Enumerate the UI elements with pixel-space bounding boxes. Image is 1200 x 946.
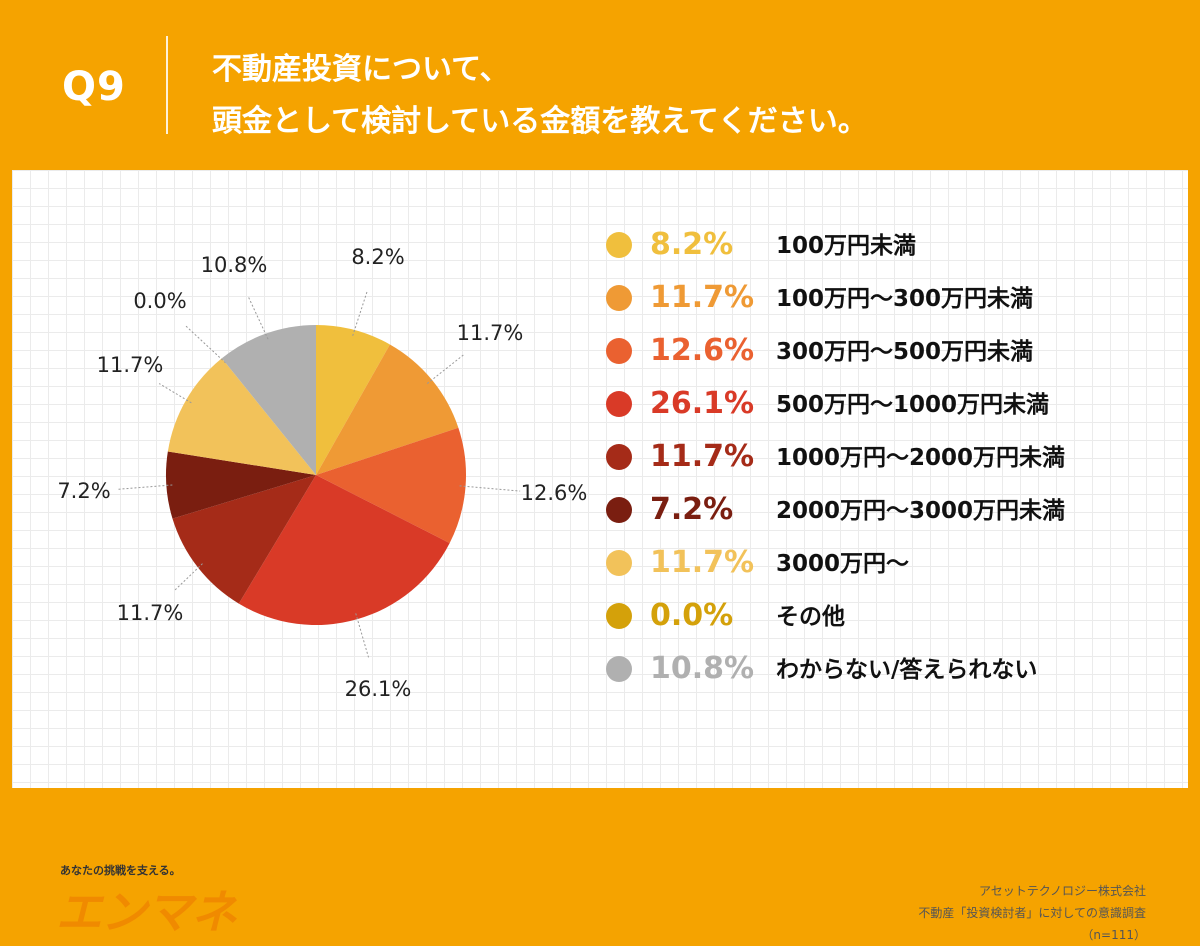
legend-value: 26.1%: [650, 386, 755, 421]
header-divider: [166, 36, 168, 134]
pie-slice: [166, 451, 316, 519]
legend-value: 11.7%: [650, 280, 755, 315]
legend-value: 10.8%: [650, 651, 755, 686]
legend-label: 100万円〜300万円未満: [776, 286, 1034, 312]
legend-swatch: [606, 232, 632, 258]
pie-leader-line: [158, 383, 192, 404]
legend-swatch: [606, 550, 632, 576]
question-title: 不動産投資について、 頭金として検討している金額を教えてください。: [212, 44, 868, 148]
legend-value: 0.0%: [650, 598, 734, 633]
pie-slice: [172, 475, 316, 604]
pie-value-label: 12.6%: [521, 481, 588, 505]
pie-value-label: 26.1%: [345, 677, 412, 701]
pie-leader-line: [355, 613, 369, 658]
legend-label: わからない/答えられない: [776, 657, 1038, 683]
question-title-line2: 頭金として検討している金額を教えてください。: [212, 104, 868, 139]
legend-label: 2000万円〜3000万円未満: [776, 498, 1066, 524]
legend-swatch: [606, 285, 632, 311]
legend-swatch: [606, 656, 632, 682]
legend-swatch: [606, 444, 632, 470]
pie-leader-line: [247, 296, 269, 340]
question-title-line1: 不動産投資について、: [212, 52, 510, 87]
legend-label: その他: [776, 604, 845, 630]
chart-panel: 8.2% 11.7% 12.6% 26.1% 11.7% 7.2% 11.7% 0.0% 10.…: [12, 170, 1188, 942]
pie-slice: [221, 325, 316, 475]
pie-value-label: 0.0%: [133, 289, 186, 313]
pie-value-label: 10.8%: [201, 253, 268, 277]
legend-value: 12.6%: [650, 333, 755, 368]
legend-swatch: [606, 338, 632, 364]
pie-value-label: 11.7%: [457, 321, 524, 345]
pie-value-label: 7.2%: [57, 479, 110, 503]
legend-label: 1000万円〜2000万円未満: [776, 445, 1066, 471]
question-label: Q9: [62, 64, 126, 110]
source-sample-size: （n=111）: [1081, 928, 1146, 942]
legend-value: 8.2%: [650, 227, 734, 262]
pie-leader-line: [117, 484, 173, 490]
pie-leader-line: [459, 485, 521, 492]
pie-chart: 8.2% 11.7% 12.6% 26.1% 11.7% 7.2% 11.7% 0.0% 10.…: [57, 245, 588, 701]
pie-slice: [167, 358, 316, 475]
source-company: アセットテクノロジー株式会社: [978, 884, 1146, 898]
pie-slice: [316, 427, 466, 544]
pie-value-label: 8.2%: [351, 245, 404, 269]
legend-swatch: [606, 603, 632, 629]
legend-value: 11.7%: [650, 439, 755, 474]
legend-value: 11.7%: [650, 545, 755, 580]
pie-slice: [316, 344, 459, 475]
source-note: アセットテクノロジー株式会社 不動産「投資検討者」に対しての意識調査 （n=11…: [918, 880, 1146, 946]
legend-label: 500万円〜1000万円未満: [776, 392, 1050, 418]
legend-swatch: [606, 497, 632, 523]
legend-label: 100万円未満: [776, 233, 917, 259]
pie-leader-line: [352, 290, 368, 336]
pie-slice: [238, 475, 450, 626]
pie-leader-line: [426, 354, 464, 384]
pie-value-label: 11.7%: [97, 353, 164, 377]
source-survey: 不動産「投資検討者」に対しての意識調査: [918, 906, 1146, 920]
pie-value-label: 11.7%: [117, 601, 184, 625]
header: Q9 不動産投資について、 頭金として検討している金額を教えてください。: [0, 0, 1200, 170]
legend-label: 3000万円〜: [776, 551, 910, 577]
legend-swatch: [606, 391, 632, 417]
legend-label: 300万円〜500万円未満: [776, 339, 1034, 365]
pie-slice: [316, 325, 390, 475]
pie-leader-line: [174, 563, 203, 591]
brand-logo: エンマネ: [56, 885, 237, 939]
pie-leader-line: [184, 324, 226, 364]
legend-value: 7.2%: [650, 492, 734, 527]
